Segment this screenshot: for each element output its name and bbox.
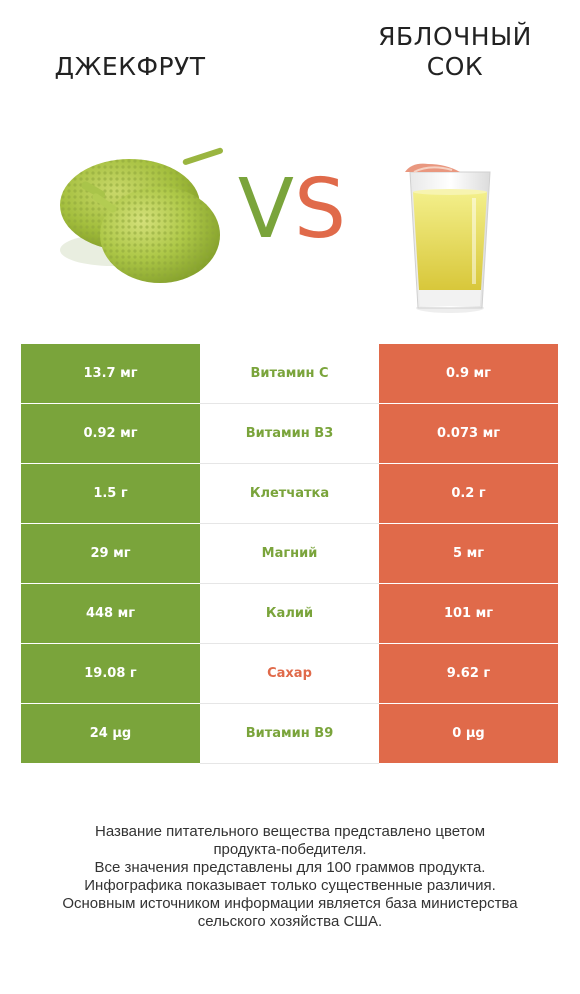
versus-label: VS [222, 160, 362, 260]
table-row: 13.7 мг Витамин C 0.9 мг [21, 344, 558, 404]
footer-line: Все значения представлены для 100 граммо… [94, 859, 486, 876]
left-product-title: ДЖЕКФРУТ [54, 52, 206, 81]
hero-images [60, 147, 491, 313]
nutrient-name: Витамин B3 [200, 403, 379, 464]
right-product-title: ЯБЛОЧНЫЙ СОК [350, 22, 560, 82]
right-value: 0.073 мг [379, 403, 558, 464]
right-value: 101 мг [379, 583, 558, 644]
left-value: 0.92 мг [21, 403, 200, 464]
right-value: 0.2 г [379, 463, 558, 524]
nutrient-name: Магний [200, 523, 379, 584]
right-value: 9.62 г [379, 643, 558, 704]
right-product-title-line2: СОК [426, 52, 484, 81]
table-row: 0.92 мг Витамин B3 0.073 мг [21, 403, 558, 464]
versus-v-letter: V [237, 162, 295, 257]
nutrient-name: Витамин B9 [200, 703, 379, 764]
nutrient-name: Сахар [200, 643, 379, 704]
nutrient-name: Клетчатка [200, 463, 379, 524]
footer-line: Название питательного вещества представл… [94, 823, 486, 840]
left-value: 13.7 мг [21, 344, 200, 404]
right-value: 5 мг [379, 523, 558, 584]
jackfruit-image [60, 147, 224, 283]
table-row: 29 мг Магний 5 мг [21, 523, 558, 584]
table-row: 19.08 г Сахар 9.62 г [21, 643, 558, 704]
left-value: 1.5 г [21, 463, 200, 524]
table-row: 24 µg Витамин B9 0 µg [21, 703, 558, 764]
table-row: 1.5 г Клетчатка 0.2 г [21, 463, 558, 524]
apple-juice-glass-image [405, 163, 491, 313]
table-row: 448 мг Калий 101 мг [21, 583, 558, 644]
left-value: 24 µg [21, 703, 200, 764]
left-value: 29 мг [21, 523, 200, 584]
footer-line: продукта-победителя. [213, 841, 367, 858]
nutrient-comparison-table: 13.7 мг Витамин C 0.9 мг 0.92 мг Витамин… [21, 344, 558, 764]
right-value: 0.9 мг [379, 344, 558, 404]
left-value: 19.08 г [21, 643, 200, 704]
right-product-title-line1: ЯБЛОЧНЫЙ [378, 22, 532, 51]
left-value: 448 мг [21, 583, 200, 644]
versus-s-letter: S [294, 162, 347, 257]
nutrient-name: Витамин C [200, 344, 379, 404]
nutrient-name: Калий [200, 583, 379, 644]
right-value: 0 µg [379, 703, 558, 764]
footer-line: сельского хозяйства США. [197, 913, 383, 930]
footer-notes: Название питательного вещества представл… [20, 823, 560, 931]
footer-line: Инфографика показывает только существенн… [84, 877, 496, 894]
footer-line: Основным источником информации является … [62, 895, 518, 912]
